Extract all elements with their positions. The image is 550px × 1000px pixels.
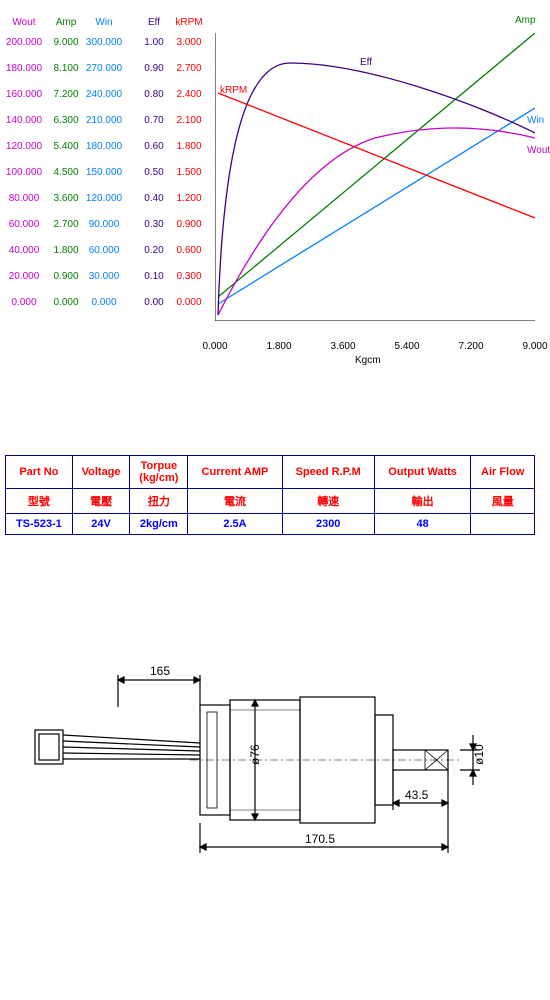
dim-shaft-dia: ø10 [472, 744, 486, 765]
th-en-4: Speed R.P.M [282, 456, 374, 489]
td-5: 48 [374, 514, 471, 535]
th-cn-2: 扭力 [130, 489, 188, 514]
chart-plot [215, 33, 535, 321]
mechanical-drawing: 165 ø76 43.5 170.5 ø10 [5, 635, 545, 895]
yaxis-amp: Amp9.0008.1007.2006.3005.4004.5003.6002.… [47, 17, 85, 316]
th-en-5: Output Watts [374, 456, 471, 489]
th-cn-4: 轉速 [282, 489, 374, 514]
th-cn-6: 風量 [471, 489, 535, 514]
yaxis-krpm: kRPM3.0002.7002.4002.1001.8001.5001.2000… [170, 17, 208, 316]
th-cn-5: 輸出 [374, 489, 471, 514]
td-4: 2300 [282, 514, 374, 535]
th-cn-0: 型號 [6, 489, 73, 514]
dim-wire-len: 165 [150, 664, 170, 678]
yaxis-wout: Wout200.000180.000160.000140.000120.0001… [5, 17, 43, 316]
th-cn-3: 電流 [188, 489, 282, 514]
curve-label-amp: Amp [515, 15, 536, 26]
th-cn-1: 電壓 [72, 489, 130, 514]
motor-performance-chart: Wout200.000180.000160.000140.000120.0001… [5, 5, 545, 385]
curve-label-win: Win [527, 115, 544, 126]
th-en-2: Torpue(kg/cm) [130, 456, 188, 489]
spec-table: Part NoVoltageTorpue(kg/cm)Current AMPSp… [5, 455, 535, 535]
dim-total-len: 170.5 [305, 832, 335, 846]
x-axis-title: Kgcm [355, 355, 381, 366]
dim-shaft-len: 43.5 [405, 788, 429, 802]
td-0: TS-523-1 [6, 514, 73, 535]
th-en-3: Current AMP [188, 456, 282, 489]
curve-amp [218, 33, 535, 297]
curve-label-krpm: kRPM [220, 85, 247, 96]
th-en-0: Part No [6, 456, 73, 489]
curve-label-eff: Eff [360, 57, 372, 68]
dim-body-dia: ø76 [248, 744, 262, 765]
th-en-1: Voltage [72, 456, 130, 489]
yaxis-win: Win300.000270.000240.000210.000180.00015… [85, 17, 123, 316]
yaxis-eff: Eff1.000.900.800.700.600.500.400.300.200… [135, 17, 173, 316]
td-6 [471, 514, 535, 535]
td-1: 24V [72, 514, 130, 535]
curve-label-wout: Wout [527, 145, 550, 156]
td-3: 2.5A [188, 514, 282, 535]
th-en-6: Air Flow [471, 456, 535, 489]
curve-eff [218, 63, 535, 315]
td-2: 2kg/cm [130, 514, 188, 535]
